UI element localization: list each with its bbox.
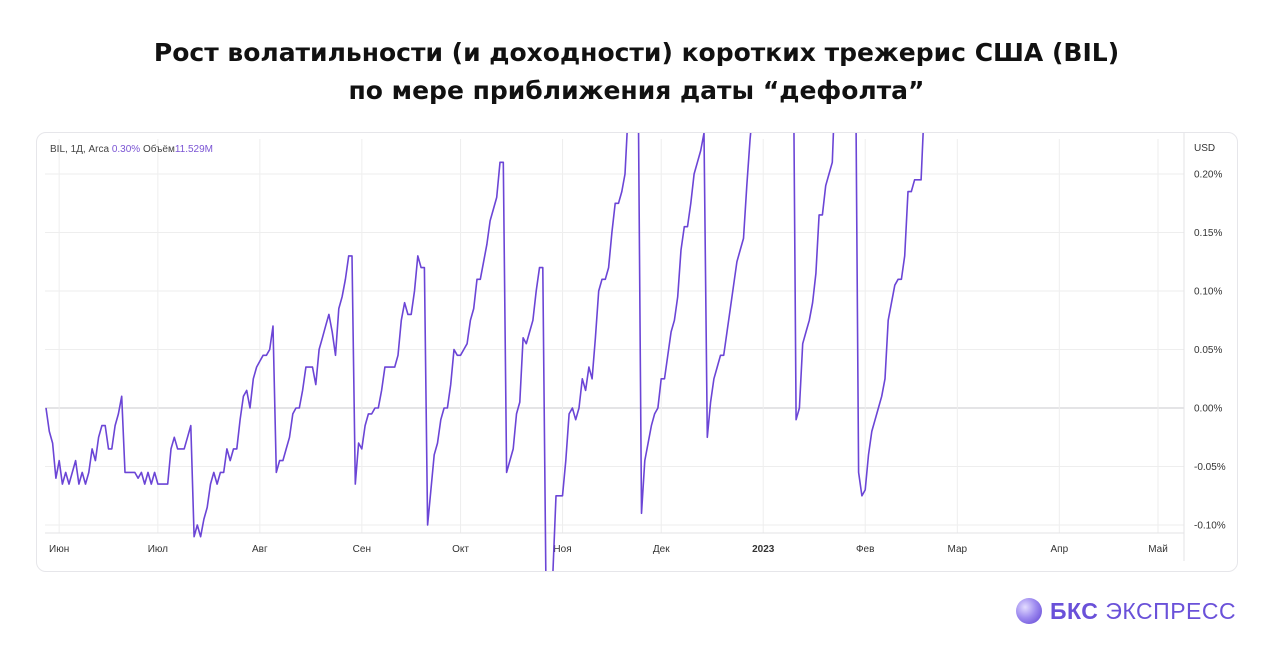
brand-subtitle: ЭКСПРЕСС <box>1105 597 1237 624</box>
x-tick-label: Ноя <box>553 544 571 555</box>
x-tick-label: Июн <box>49 544 69 555</box>
x-tick-label: Фев <box>856 544 874 555</box>
y-tick-label: 0.20% <box>1194 170 1222 181</box>
bil-price-line <box>45 133 924 571</box>
legend-value: 0.30% <box>111 144 141 155</box>
y-tick-label: 0.00% <box>1194 404 1222 415</box>
x-tick-label: Май <box>1148 544 1168 555</box>
x-tick-label: Окт <box>452 544 469 555</box>
x-tick-label: Апр <box>1050 544 1068 555</box>
chart-title: Рост волатильности (и доходности) коротк… <box>0 34 1273 110</box>
x-tick-label: Июл <box>148 544 168 555</box>
brand-logo-block: БКС ЭКСПРЕСС <box>1016 596 1236 626</box>
chart-panel: 0.40%0.35%0.30%0.25%0.20%0.15%0.10%0.05%… <box>36 132 1238 572</box>
y-tick-label: 0.05% <box>1194 345 1222 356</box>
legend-symbol: BIL, 1Д, Arca <box>50 144 110 155</box>
y-tick-label: 0.10% <box>1194 287 1222 298</box>
chart-legend: BIL, 1Д, Arca 0.30% Объём11.529M <box>50 144 213 155</box>
x-tick-label: 2023 <box>752 544 775 555</box>
chart-title-line-1: Рост волатильности (и доходности) коротк… <box>153 38 1120 67</box>
brand-name: БКС <box>1050 597 1099 624</box>
legend-volume-value: 11.529M <box>174 144 214 155</box>
y-tick-label: -0.05% <box>1194 462 1226 473</box>
y-tick-label: 0.15% <box>1194 228 1222 239</box>
x-tick-label: Дек <box>653 544 670 555</box>
legend-volume-label: Объём <box>142 144 175 155</box>
chart-title-line-2: по мере приближения даты “дефолта” <box>348 76 925 105</box>
price-chart[interactable]: 0.40%0.35%0.30%0.25%0.20%0.15%0.10%0.05%… <box>37 133 1237 571</box>
x-tick-label: Авг <box>252 544 268 555</box>
x-tick-label: Мар <box>948 544 968 555</box>
x-tick-label: Сен <box>353 544 371 555</box>
brand-sphere-icon <box>1016 598 1042 624</box>
currency-label: USD <box>1194 143 1215 154</box>
y-tick-label: -0.10% <box>1194 521 1226 532</box>
